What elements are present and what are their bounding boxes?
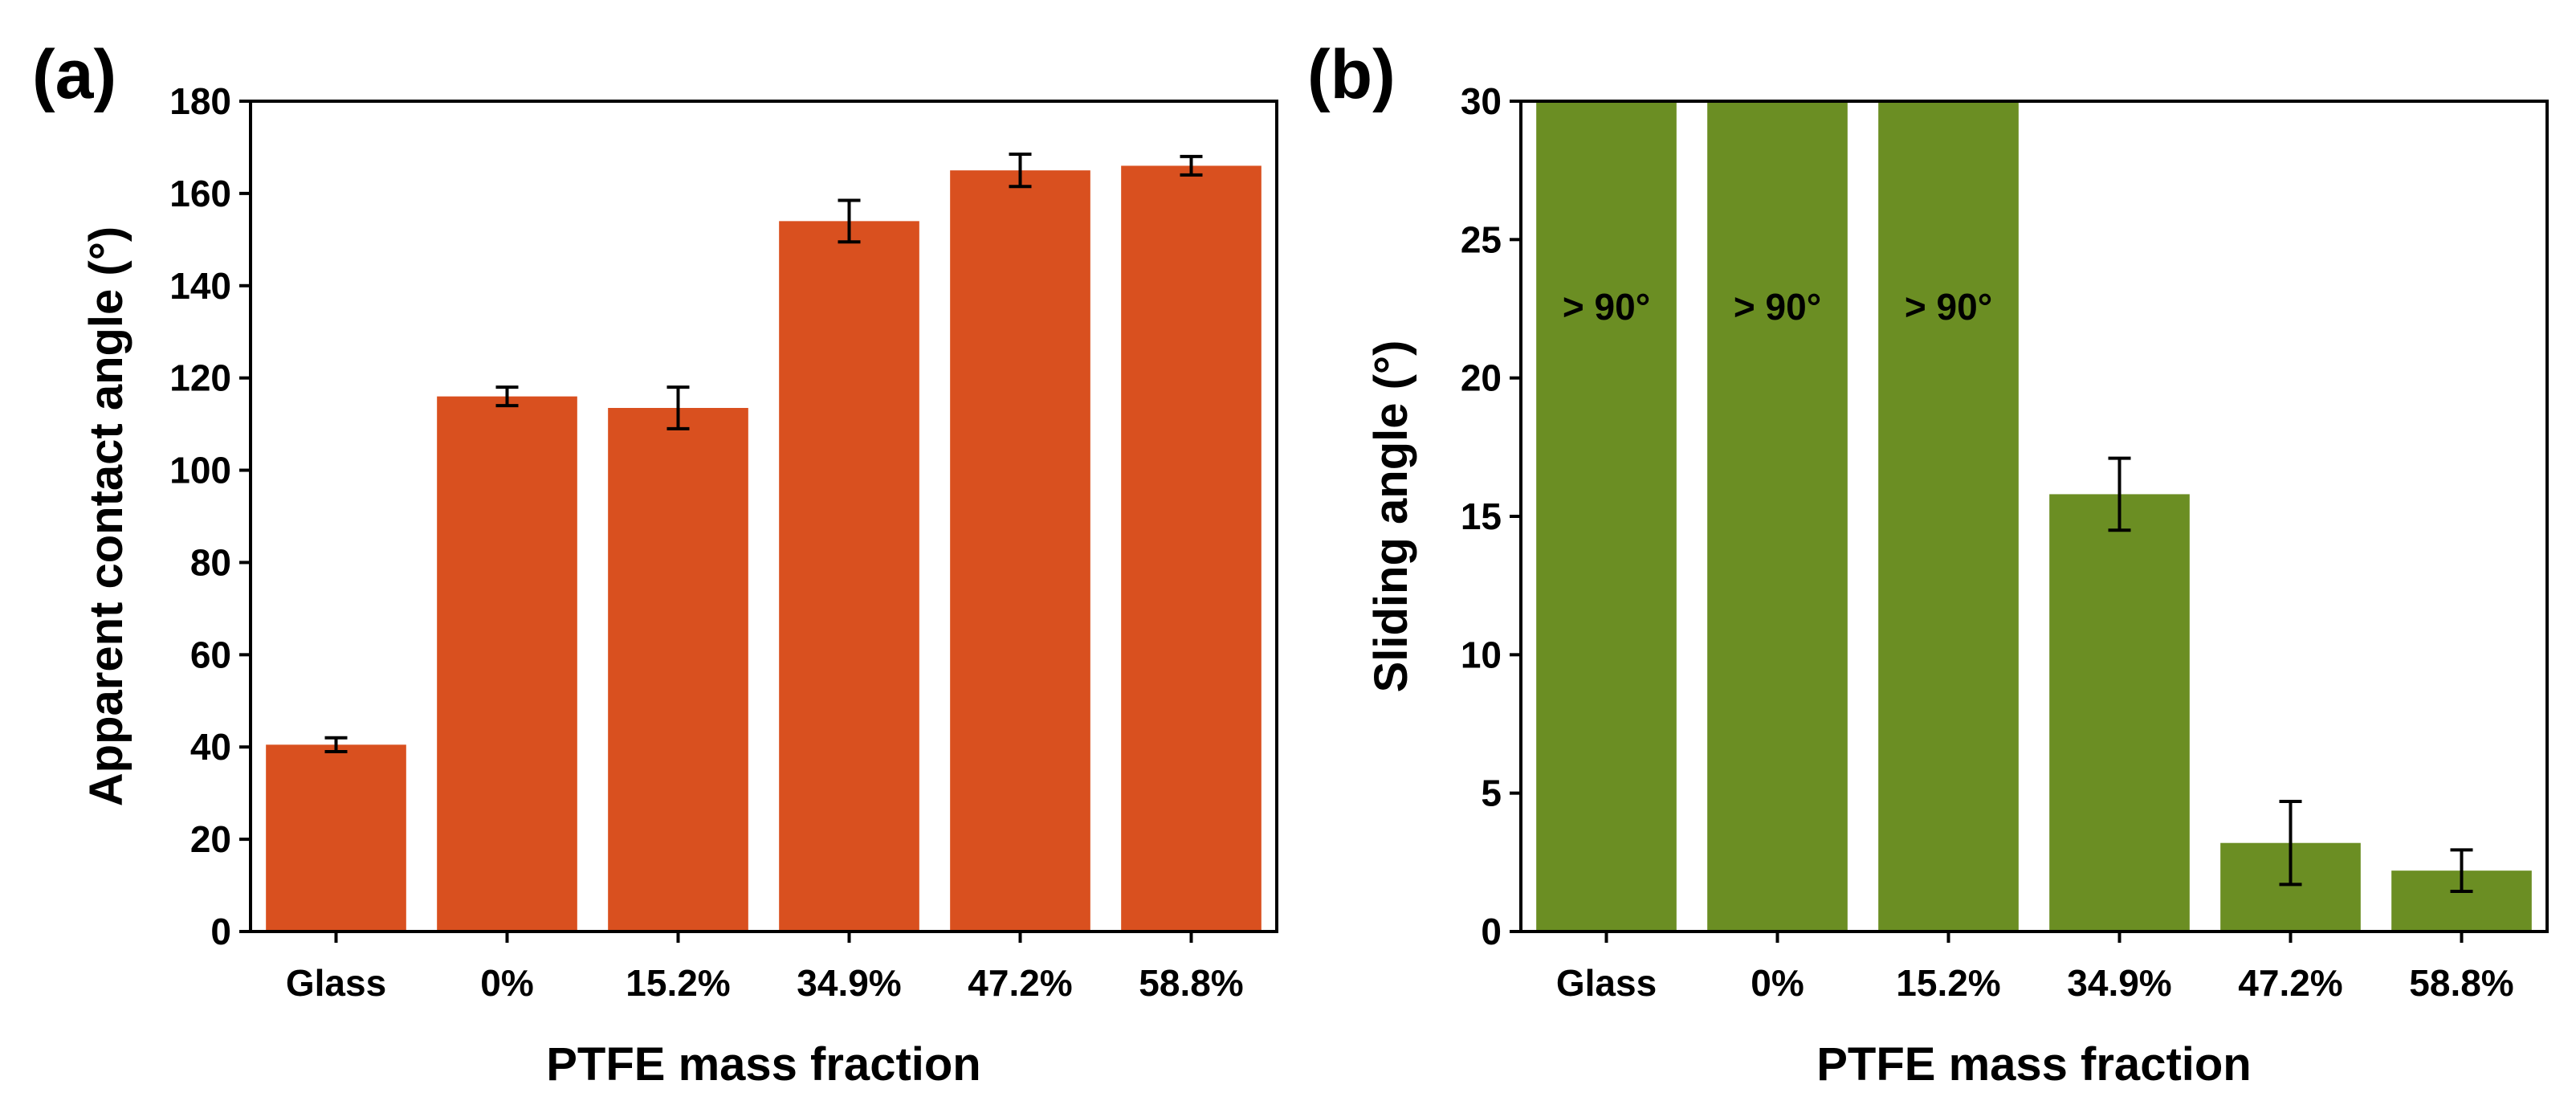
y-tick-label: 30	[1461, 80, 1502, 122]
x-tick-label: 34.9%	[797, 962, 901, 1004]
y-tick-label: 20	[1461, 357, 1502, 399]
y-tick-label: 180	[169, 80, 231, 122]
y-tick-label: 5	[1481, 773, 1502, 814]
y-tick-label: 120	[169, 357, 231, 399]
bar-annotation: > 90°	[1734, 286, 1821, 328]
bar-15-2pct	[1878, 101, 2019, 932]
bar-0pct	[1707, 101, 1848, 932]
x-tick-label: 34.9%	[2067, 962, 2171, 1004]
y-tick-label: 20	[190, 818, 231, 860]
error-bar	[838, 198, 861, 244]
y-axis-ticks-b: 0 5 10 15 20 25 30	[1461, 80, 1521, 952]
y-tick-label: 140	[169, 265, 231, 307]
bar-47-2pct	[950, 170, 1090, 932]
y-axis-title-a: Apparent contact angle (°)	[80, 226, 132, 806]
x-axis-ticks-b: Glass 0% 15.2% 34.9% 47.2% 58.8%	[1556, 932, 2514, 1004]
bars-a	[266, 165, 1262, 932]
panel-label-b: (b)	[1307, 36, 1396, 113]
y-tick-label: 25	[1461, 218, 1502, 260]
error-bar	[324, 736, 348, 753]
error-bar	[495, 385, 519, 408]
bar-glass	[266, 744, 406, 932]
bar-34-9pct	[2049, 494, 2190, 932]
x-tick-label: 47.2%	[2238, 962, 2342, 1004]
y-tick-label: 0	[1481, 911, 1502, 952]
bar-15-2pct	[608, 408, 748, 932]
error-bars-b	[2108, 456, 2473, 894]
y-tick-label: 100	[169, 450, 231, 491]
y-tick-label: 0	[210, 911, 231, 952]
y-tick-label: 10	[1461, 634, 1502, 675]
x-tick-label: 58.8%	[1139, 962, 1243, 1004]
bar-annotations-b: > 90° > 90° > 90°	[1563, 286, 1992, 328]
error-bar	[2450, 848, 2473, 894]
plot-frame-a	[249, 100, 1278, 933]
x-tick-label: Glass	[1556, 962, 1657, 1004]
x-axis-title-a: PTFE mass fraction	[546, 1038, 980, 1091]
bars-b	[1536, 101, 2532, 932]
x-tick-label: 47.2%	[968, 962, 1072, 1004]
y-tick-label: 40	[190, 726, 231, 768]
error-bar	[1009, 153, 1032, 189]
bar-annotation: > 90°	[1905, 286, 1992, 328]
y-axis-ticks-a: 0 20 40 60 80 100 120 140 160 180	[169, 80, 251, 952]
error-bar	[666, 385, 690, 430]
x-tick-label: 15.2%	[626, 962, 730, 1004]
x-tick-label: Glass	[286, 962, 386, 1004]
panel-b: (b) > 90° > 90° > 90° 0 5 10 15 20 25 30 Glass 0%…	[1307, 36, 2549, 1091]
error-bar	[1180, 154, 1203, 177]
x-axis-title-b: PTFE mass fraction	[1816, 1038, 2251, 1091]
y-tick-label: 60	[190, 634, 231, 675]
panel-a: (a) 0 20 40 60 80 100 120 140 160 180 Glass 0% 15.2…	[32, 36, 1278, 1091]
panel-label-a: (a)	[32, 36, 116, 113]
error-bar	[2108, 456, 2131, 532]
bar-annotation: > 90°	[1563, 286, 1650, 328]
x-tick-label: 0%	[480, 962, 533, 1004]
y-axis-title-b: Sliding angle (°)	[1365, 340, 1417, 693]
x-axis-ticks-a: Glass 0% 15.2% 34.9% 47.2% 58.8%	[286, 932, 1244, 1004]
y-tick-label: 80	[190, 541, 231, 583]
bar-glass	[1536, 101, 1677, 932]
y-tick-label: 160	[169, 173, 231, 214]
error-bars-a	[324, 153, 1203, 753]
x-tick-label: 15.2%	[1896, 962, 2000, 1004]
x-tick-label: 0%	[1751, 962, 1804, 1004]
y-tick-label: 15	[1461, 495, 1502, 537]
bar-58-8pct	[1121, 165, 1262, 932]
bar-0pct	[437, 396, 577, 932]
x-tick-label: 58.8%	[2409, 962, 2513, 1004]
bar-34-9pct	[779, 221, 919, 932]
error-bar	[2279, 800, 2302, 887]
